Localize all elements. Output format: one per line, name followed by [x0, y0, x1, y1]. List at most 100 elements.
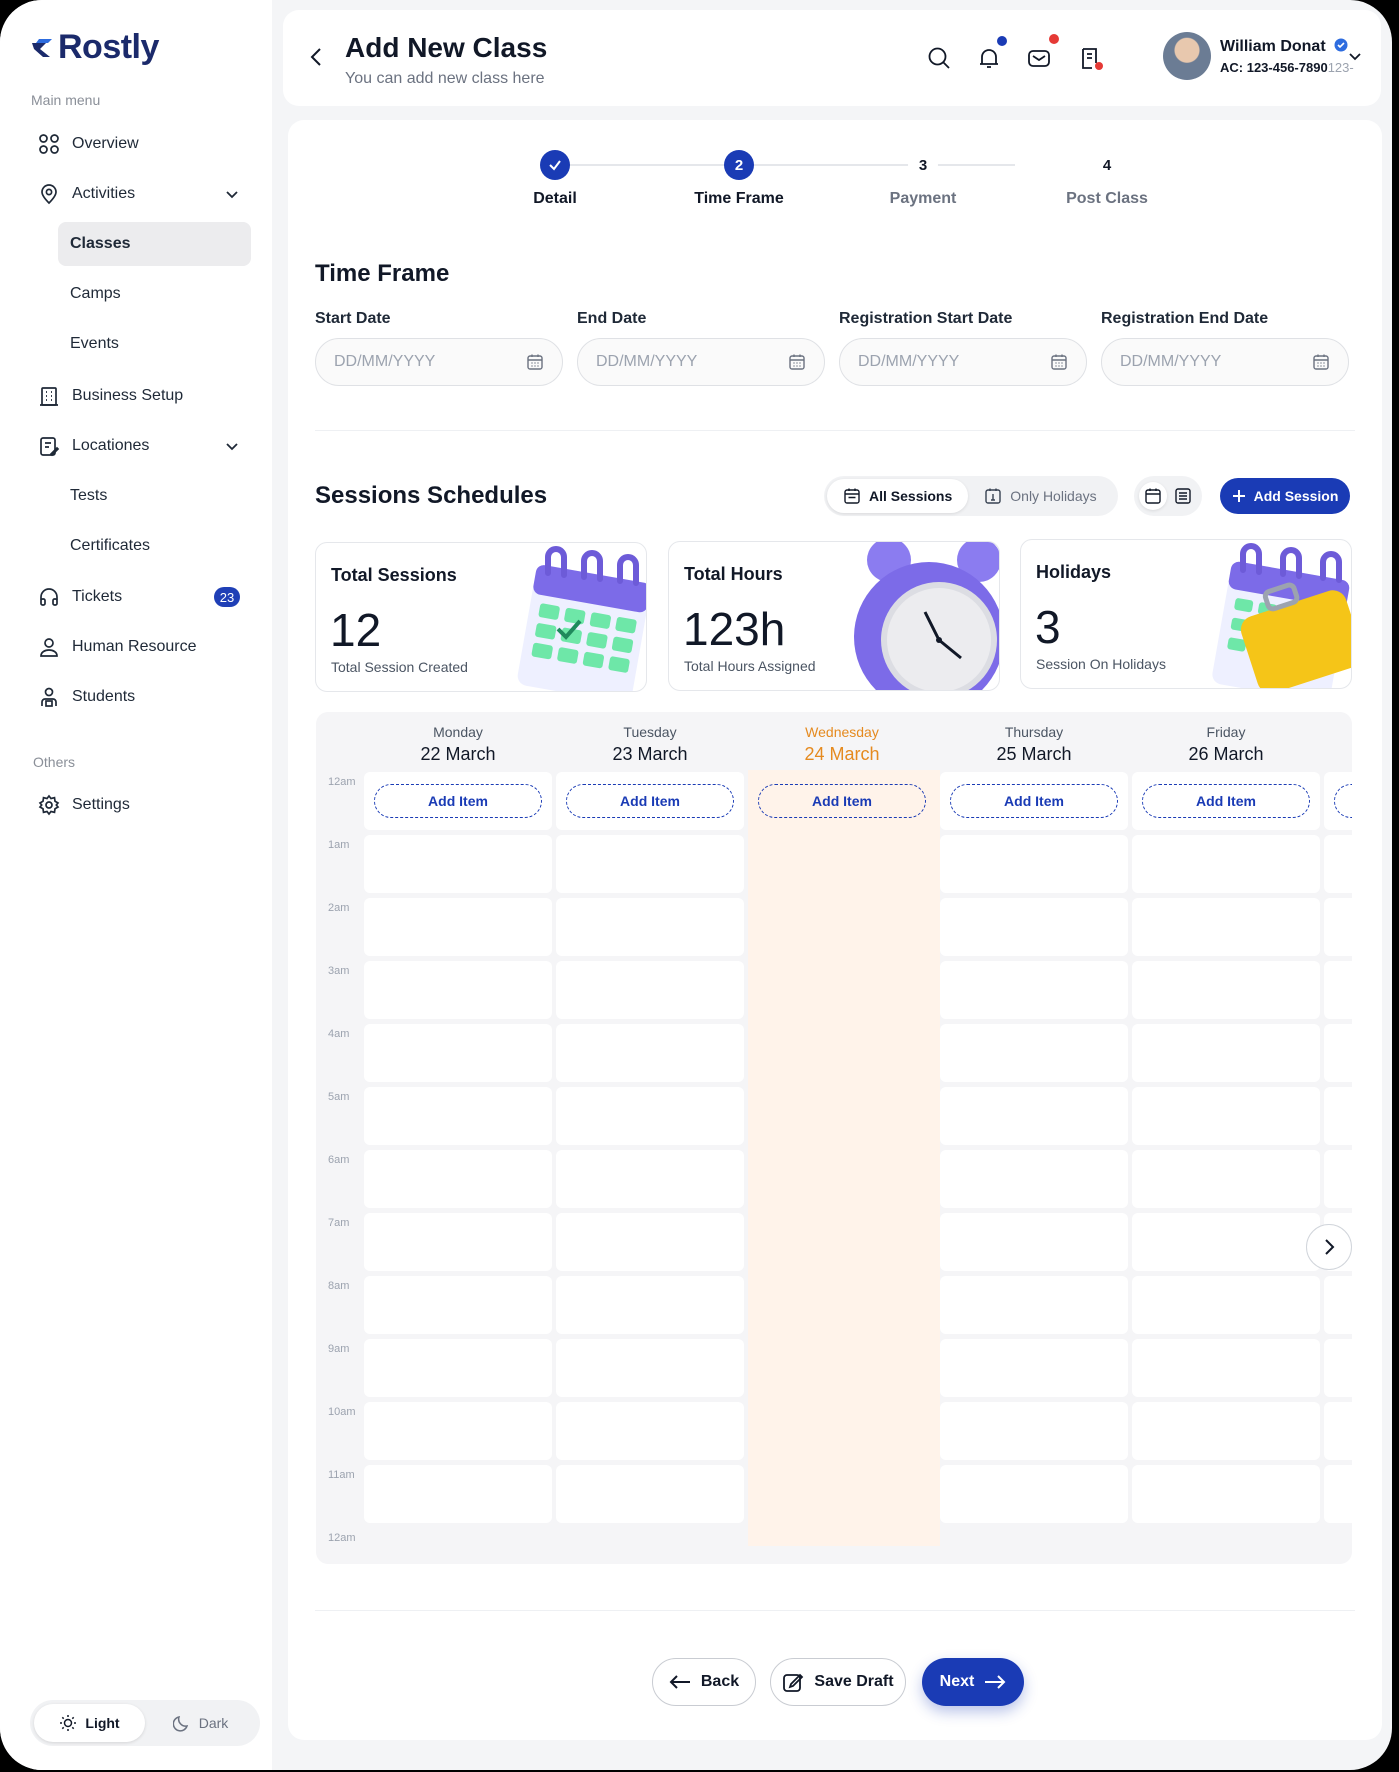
time-slot[interactable]	[748, 1276, 936, 1334]
list-view-button[interactable]	[1169, 482, 1197, 510]
add-item-button[interactable]: Add Item	[950, 784, 1118, 818]
time-slot[interactable]	[556, 1150, 744, 1208]
time-slot[interactable]	[940, 835, 1128, 893]
sidebar-item-tickets[interactable]: Tickets 23	[30, 575, 252, 619]
time-slot[interactable]	[940, 772, 1128, 830]
time-slot[interactable]	[1324, 1087, 1352, 1145]
time-slot[interactable]	[1324, 1339, 1352, 1397]
calendar-next-button[interactable]	[1306, 1224, 1352, 1270]
sidebar-item-classes[interactable]: Classes	[58, 222, 251, 266]
time-slot[interactable]	[1132, 1150, 1320, 1208]
time-slot[interactable]	[748, 1402, 936, 1460]
add-item-button[interactable]: Add Item	[1142, 784, 1310, 818]
time-slot[interactable]	[364, 1024, 552, 1082]
filter-only-holidays[interactable]: Only Holidays	[968, 479, 1112, 513]
chevron-down-icon[interactable]	[224, 438, 240, 454]
sidebar-item-students[interactable]: Students	[30, 675, 252, 719]
registration-start-date-input[interactable]: DD/MM/YYYY	[839, 338, 1087, 386]
calendar-icon[interactable]	[788, 353, 806, 371]
time-slot[interactable]	[1132, 1276, 1320, 1334]
time-slot[interactable]	[748, 898, 936, 956]
step-post-class[interactable]: 4 Post Class	[1027, 150, 1187, 208]
time-slot[interactable]	[1324, 1150, 1352, 1208]
time-slot[interactable]	[364, 772, 552, 830]
time-slot[interactable]	[748, 1213, 936, 1271]
start-date-input[interactable]: DD/MM/YYYY	[315, 338, 563, 386]
time-slot[interactable]	[940, 1024, 1128, 1082]
time-slot[interactable]	[556, 772, 744, 830]
time-slot[interactable]	[556, 1402, 744, 1460]
time-slot[interactable]	[1132, 1087, 1320, 1145]
time-slot[interactable]	[556, 898, 744, 956]
sidebar-item-certificates[interactable]: Certificates	[58, 524, 251, 568]
search-icon[interactable]	[927, 46, 951, 70]
time-slot[interactable]	[364, 1150, 552, 1208]
time-slot[interactable]	[1324, 898, 1352, 956]
time-slot[interactable]	[1324, 1024, 1352, 1082]
step-detail[interactable]: Detail	[475, 150, 635, 208]
time-slot[interactable]	[1324, 961, 1352, 1019]
time-slot[interactable]	[364, 1402, 552, 1460]
end-date-input[interactable]: DD/MM/YYYY	[577, 338, 825, 386]
add-item-button[interactable]: Add Item	[566, 784, 734, 818]
time-slot[interactable]	[748, 1024, 936, 1082]
time-slot[interactable]	[748, 1339, 936, 1397]
time-slot[interactable]	[364, 1087, 552, 1145]
calendar-icon[interactable]	[1312, 353, 1330, 371]
time-slot[interactable]	[364, 1465, 552, 1523]
sidebar-item-settings[interactable]: Settings	[30, 783, 252, 827]
time-slot[interactable]	[940, 1150, 1128, 1208]
time-slot[interactable]	[1132, 1024, 1320, 1082]
time-slot[interactable]	[364, 1339, 552, 1397]
sidebar-item-tests[interactable]: Tests	[58, 474, 251, 518]
time-slot[interactable]	[1132, 1402, 1320, 1460]
sidebar-item-camps[interactable]: Camps	[58, 272, 251, 316]
time-slot[interactable]	[556, 961, 744, 1019]
mail-icon[interactable]	[1027, 46, 1051, 70]
time-slot[interactable]	[364, 1213, 552, 1271]
time-slot[interactable]	[940, 961, 1128, 1019]
time-slot[interactable]	[556, 1087, 744, 1145]
time-slot[interactable]	[940, 1465, 1128, 1523]
save-draft-button[interactable]: Save Draft	[770, 1658, 906, 1706]
sidebar-item-activities[interactable]: Activities	[30, 172, 252, 216]
time-slot[interactable]	[556, 1465, 744, 1523]
time-slot[interactable]	[556, 1213, 744, 1271]
time-slot[interactable]	[556, 1024, 744, 1082]
time-slot[interactable]	[556, 1339, 744, 1397]
step-time-frame[interactable]: 2 Time Frame	[659, 150, 819, 208]
calendar-view-button[interactable]	[1139, 482, 1167, 510]
sidebar-item-locationes[interactable]: Locationes	[30, 424, 252, 468]
back-chevron-icon[interactable]	[309, 46, 325, 68]
calendar-icon[interactable]	[526, 353, 544, 371]
sidebar-item-events[interactable]: Events	[58, 322, 251, 366]
time-slot[interactable]	[1132, 898, 1320, 956]
time-slot[interactable]	[556, 835, 744, 893]
time-slot[interactable]	[1132, 961, 1320, 1019]
time-slot[interactable]	[1132, 1465, 1320, 1523]
time-slot[interactable]	[556, 1276, 744, 1334]
time-slot[interactable]	[1324, 1402, 1352, 1460]
time-slot[interactable]	[1132, 835, 1320, 893]
time-slot[interactable]	[940, 898, 1128, 956]
time-slot[interactable]	[940, 1339, 1128, 1397]
sidebar-item-human-resource[interactable]: Human Resource	[30, 625, 252, 669]
time-slot[interactable]	[1132, 772, 1320, 830]
time-slot[interactable]	[748, 1150, 936, 1208]
back-button[interactable]: Back	[652, 1658, 756, 1706]
theme-dark-button[interactable]: Dark	[145, 1704, 256, 1742]
next-button[interactable]: Next	[922, 1658, 1024, 1706]
time-slot[interactable]	[748, 1465, 936, 1523]
time-slot[interactable]	[940, 1213, 1128, 1271]
step-payment[interactable]: 3 Payment	[843, 150, 1003, 208]
time-slot[interactable]	[364, 835, 552, 893]
time-slot[interactable]	[1324, 1276, 1352, 1334]
time-slot[interactable]	[940, 1402, 1128, 1460]
time-slot[interactable]	[1132, 1339, 1320, 1397]
add-item-button[interactable]: Add Item	[758, 784, 926, 818]
time-slot[interactable]	[940, 1087, 1128, 1145]
time-slot[interactable]	[1324, 835, 1352, 893]
time-slot[interactable]	[748, 1087, 936, 1145]
avatar[interactable]	[1163, 32, 1211, 80]
bell-icon[interactable]	[977, 46, 1001, 70]
